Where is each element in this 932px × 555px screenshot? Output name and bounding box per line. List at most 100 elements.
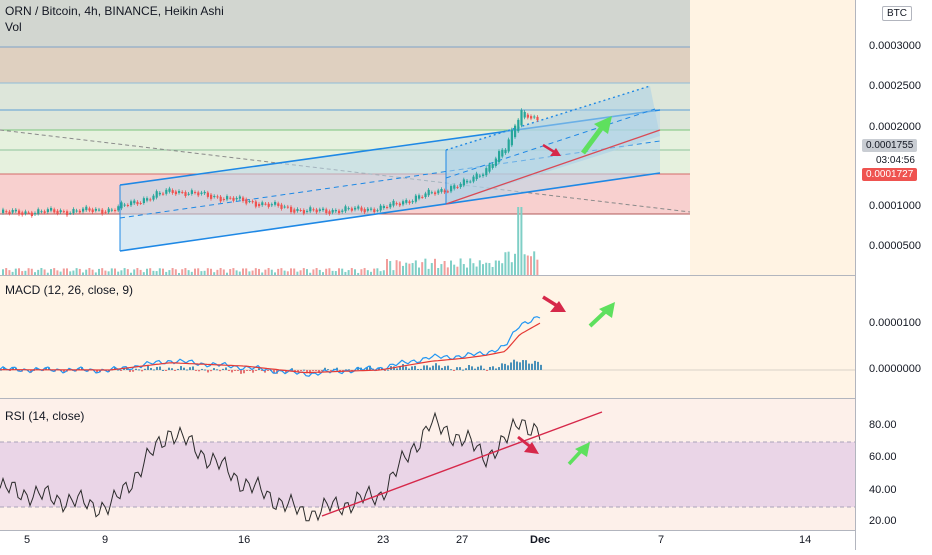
- rsi-legend[interactable]: RSI (14, close): [5, 409, 85, 423]
- candle: [357, 206, 360, 209]
- volume-bar: [158, 268, 161, 275]
- candle: [328, 211, 331, 214]
- volume-bar: [334, 271, 337, 275]
- macd-legend[interactable]: MACD (12, 26, close, 9): [5, 283, 134, 297]
- candle: [2, 209, 5, 213]
- volume-bar: [424, 258, 427, 275]
- candle: [78, 210, 81, 213]
- candle: [91, 209, 94, 213]
- volume-bar: [280, 268, 283, 275]
- volume-bar: [206, 268, 209, 275]
- macd-histogram-bar: [141, 370, 143, 372]
- macd-histogram-bar: [237, 370, 239, 371]
- macd-histogram-bar: [117, 369, 119, 371]
- macd-histogram-bar: [291, 368, 293, 370]
- time-tick: 5: [24, 534, 31, 546]
- volume-bar: [306, 269, 308, 275]
- volume-bar: [34, 272, 36, 275]
- volume-bar: [443, 261, 446, 275]
- candle: [213, 196, 216, 198]
- volume-bar: [62, 268, 65, 275]
- volume-bar: [21, 271, 24, 275]
- candle: [443, 190, 446, 193]
- candle: [200, 192, 203, 194]
- volume-bar: [267, 268, 270, 275]
- candle: [536, 116, 539, 121]
- candle: [533, 116, 536, 118]
- macd-histogram-bar: [477, 366, 479, 370]
- volume-bar: [488, 263, 491, 275]
- candle: [482, 174, 485, 176]
- countdown-label: 03:04:56: [872, 154, 919, 167]
- macd-histogram-bar: [177, 368, 179, 370]
- macd-histogram-bar: [198, 370, 200, 372]
- candle: [376, 210, 379, 212]
- time-tick: 23: [377, 534, 390, 546]
- candle: [315, 209, 318, 213]
- volume-bar: [251, 270, 254, 275]
- currency-button[interactable]: BTC: [882, 6, 912, 21]
- volume-bar: [203, 270, 206, 275]
- volume-bar: [536, 259, 539, 275]
- candle: [155, 191, 158, 198]
- macd-histogram-bar: [219, 370, 221, 372]
- channel-lower-line[interactable]: [119, 172, 661, 252]
- zone-top: [0, 0, 690, 47]
- candle: [517, 119, 520, 132]
- arrow-up-icon: [567, 442, 590, 466]
- candle: [85, 206, 88, 211]
- projection-fill: [446, 86, 660, 204]
- macd-pane: [0, 276, 855, 398]
- volume-bar: [293, 268, 296, 275]
- candle: [418, 195, 421, 199]
- volume-bar: [485, 262, 488, 275]
- volume-bar: [309, 272, 312, 275]
- candle: [37, 209, 40, 214]
- macd-histogram-bar: [459, 367, 461, 370]
- symbol-legend[interactable]: ORN / Bitcoin, 4h, BINANCE, Heikin Ashi: [5, 4, 224, 18]
- volume-bar: [53, 268, 56, 275]
- volume-bar: [386, 259, 388, 275]
- candle: [75, 210, 78, 212]
- volume-bar: [72, 270, 75, 275]
- candle: [373, 209, 376, 213]
- volume-bar: [213, 272, 216, 275]
- macd-histogram-bar: [303, 369, 305, 371]
- candle: [18, 210, 21, 215]
- volume-legend[interactable]: Vol: [5, 20, 22, 34]
- candle: [427, 189, 430, 196]
- macd-histogram-bar: [420, 368, 422, 370]
- macd-histogram-bar: [36, 367, 38, 370]
- price-axis[interactable]: [856, 0, 932, 550]
- volume-bar: [472, 263, 475, 275]
- rsi-tick: 80.00: [869, 419, 897, 431]
- candle: [411, 201, 414, 203]
- candle: [242, 197, 245, 202]
- rsi-line: [0, 411, 541, 522]
- macd-histogram-bar: [249, 370, 251, 371]
- candle: [46, 209, 49, 213]
- macd-histogram-bar: [261, 370, 263, 371]
- volume-bar: [146, 268, 148, 275]
- candle: [114, 210, 117, 212]
- dashed-trend-line[interactable]: [0, 129, 691, 213]
- rsi-trend-line[interactable]: [321, 411, 603, 517]
- candle: [72, 208, 75, 214]
- candle: [363, 209, 366, 213]
- macd-histogram-bar: [396, 368, 398, 370]
- candle: [62, 211, 65, 213]
- volume-bar: [405, 262, 408, 275]
- macd-histogram-bar: [327, 369, 329, 371]
- macd-histogram-bar: [222, 368, 224, 370]
- time-tick: 9: [102, 534, 109, 546]
- volume-bar: [254, 268, 257, 275]
- volume-bar: [126, 269, 129, 275]
- macd-histogram-bar: [189, 367, 191, 370]
- macd-histogram-bar: [174, 370, 176, 371]
- candle: [514, 125, 517, 138]
- time-axis[interactable]: [0, 531, 855, 550]
- macd-histogram-bar: [135, 368, 137, 370]
- macd-histogram-bar: [159, 366, 161, 370]
- macd-histogram-bar: [123, 368, 125, 370]
